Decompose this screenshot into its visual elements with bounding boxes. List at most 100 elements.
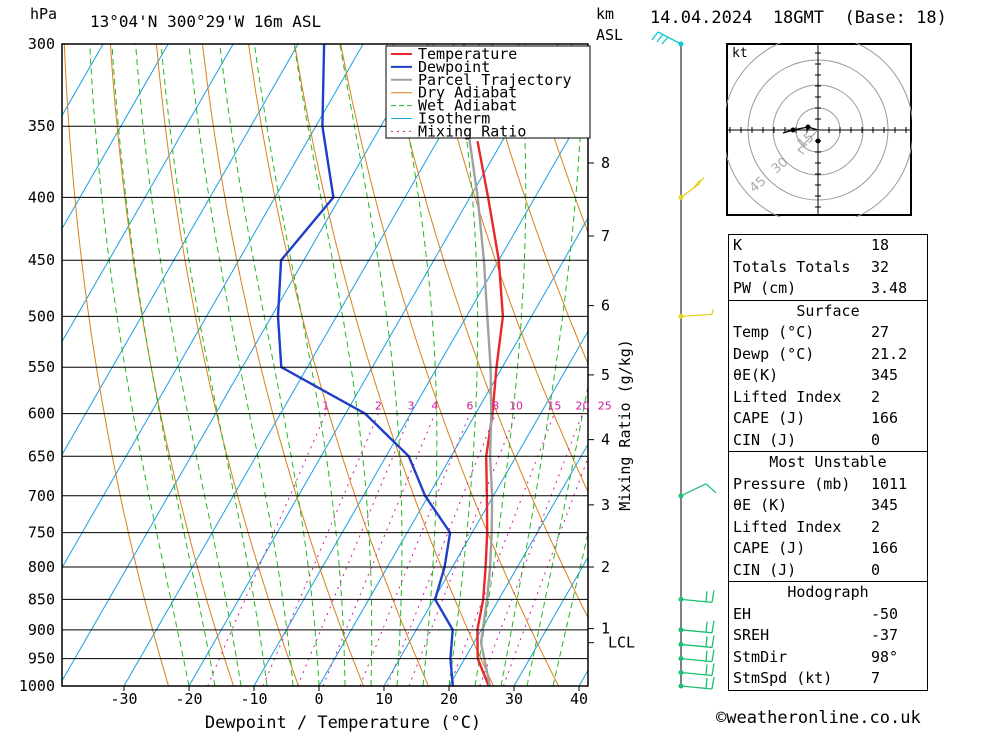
- dewpoint-line: [276, 44, 455, 686]
- index-row: Pressure (mb) 1011: [729, 474, 927, 496]
- mixing-ratio-label: 25: [598, 400, 612, 413]
- pressure-tick-label: 1000: [19, 677, 55, 695]
- hodograph-point: [815, 138, 821, 144]
- pressure-tick-label: 700: [28, 487, 55, 505]
- index-label: EH: [733, 604, 752, 623]
- km-tick-label: 2: [601, 558, 610, 576]
- index-label: StmDir: [733, 647, 788, 666]
- index-value: 345: [871, 496, 899, 514]
- wet-adiabat-line: [526, 383, 588, 686]
- temp-tick-label: 20: [440, 690, 458, 708]
- km-tick-label: 3: [601, 496, 610, 514]
- background-lines: [62, 7, 720, 712]
- temp-tick-label: 30: [505, 690, 523, 708]
- pressure-tick-label: 950: [28, 650, 55, 668]
- wind-barb: [680, 635, 715, 649]
- mixing-ratio-axis-title: Mixing Ratio (g/kg): [616, 339, 634, 511]
- datetime-label: 14.04.2024 18GMT (Base: 18): [650, 8, 947, 28]
- index-value: 0: [871, 430, 881, 449]
- dry-adiabat-line: [386, 44, 588, 619]
- index-label: Lifted Index: [733, 517, 842, 536]
- index-row: EH -50: [729, 604, 927, 626]
- pressure-tick-label: 300: [28, 35, 55, 53]
- km-tick-label: 1: [601, 620, 610, 638]
- pressure-tick-label: 750: [28, 524, 55, 542]
- isotherm-line: [62, 44, 234, 343]
- dry-adiabat-line: [294, 44, 495, 686]
- mixing-ratio-label: 3: [407, 400, 414, 413]
- mixing-ratio-label: 4: [431, 400, 438, 413]
- index-label: Totals Totals: [733, 257, 851, 276]
- pressure-tick-label: 400: [28, 188, 55, 206]
- index-value: 3.48: [871, 279, 908, 297]
- isotherm-line: [62, 44, 169, 230]
- hodograph-storm-vector: [797, 129, 819, 155]
- wind-barb: [680, 590, 715, 603]
- mixing-ratio-label: 20: [576, 400, 590, 413]
- pressure-tick-label: 600: [28, 405, 55, 423]
- temp-tick-label: 10: [375, 690, 393, 708]
- pressure-unit-label: hPa: [30, 5, 57, 23]
- wet-adiabat-line: [293, 44, 373, 686]
- km-label: km: [596, 5, 614, 23]
- lcl-label: LCL: [608, 634, 635, 652]
- index-value: 166: [871, 539, 899, 557]
- index-row: CAPE (J) 166: [729, 408, 927, 430]
- mixing-ratio-line: [386, 413, 497, 686]
- location-title: 13°04'N 300°29'W 16m ASL: [90, 12, 321, 31]
- pressure-tick-label: 850: [28, 590, 55, 608]
- most-unstable-heading: Most Unstable: [769, 453, 887, 471]
- temp-tick-label: 0: [314, 690, 323, 708]
- hodograph-point: [805, 124, 811, 130]
- wind-barb: [680, 620, 715, 634]
- wind-barb: [680, 663, 715, 677]
- index-value: 18: [871, 236, 890, 254]
- index-label: CAPE (J): [733, 409, 806, 427]
- hodograph-unit: kt: [732, 46, 748, 61]
- legend-label: Dewpoint: [418, 58, 490, 76]
- dry-adiabat-line: [478, 44, 588, 365]
- index-value: 32: [871, 257, 890, 276]
- temp-tick-label: -10: [240, 690, 267, 708]
- legend-label: Wet Adiabat: [418, 97, 517, 115]
- index-row: θE(K) 345: [729, 365, 927, 387]
- isotherm-line: [629, 7, 720, 712]
- indices-table: K 18 Totals Totals 32 PW (cm) 3.48 Surface Te…: [728, 234, 928, 691]
- hodograph-heading: Hodograph: [787, 583, 869, 601]
- index-label: Dewp (°C): [733, 344, 815, 363]
- mixing-ratio-label: 1: [322, 400, 329, 413]
- wet-adiabat-line: [111, 44, 216, 686]
- wet-adiabat-line: [89, 44, 190, 686]
- pressure-tick-label: 500: [28, 307, 55, 325]
- index-value: 27: [871, 323, 890, 341]
- asl-label: ASL: [596, 26, 623, 44]
- pressure-tick-label: 900: [28, 621, 55, 639]
- index-label: CIN (J): [733, 560, 797, 579]
- wind-barb: [651, 31, 682, 45]
- index-label: K: [733, 236, 743, 254]
- index-row: CAPE (J) 166: [729, 538, 927, 560]
- index-row: θE (K) 345: [729, 495, 927, 517]
- wet-adiabat-line: [135, 44, 242, 686]
- axes: 3003504004505005506006507007508008509009…: [19, 35, 635, 708]
- index-row: PW (cm) 3.48: [729, 278, 927, 300]
- mixing-ratio-label: 8: [492, 400, 499, 413]
- index-row: Totals Totals 32: [729, 257, 927, 279]
- dry-adiabat-line: [155, 44, 300, 686]
- index-row: K 18: [729, 235, 927, 257]
- isotherm-line: [62, 44, 364, 569]
- index-row: StmSpd (kt) 7: [729, 668, 927, 690]
- index-value: 21.2: [871, 344, 908, 363]
- dry-adiabat-line: [524, 44, 588, 234]
- index-value: 98°: [871, 647, 899, 666]
- index-label: CIN (J): [733, 430, 797, 449]
- legend-label: Temperature: [418, 45, 517, 63]
- index-value: 7: [871, 669, 881, 687]
- isotherm-line: [513, 556, 588, 686]
- dry-adiabat-line: [109, 44, 235, 686]
- wind-barb: [680, 483, 717, 497]
- index-row: Lifted Index 2: [729, 517, 927, 539]
- index-row: Temp (°C) 27: [729, 322, 927, 344]
- index-row: CIN (J) 0: [729, 430, 927, 452]
